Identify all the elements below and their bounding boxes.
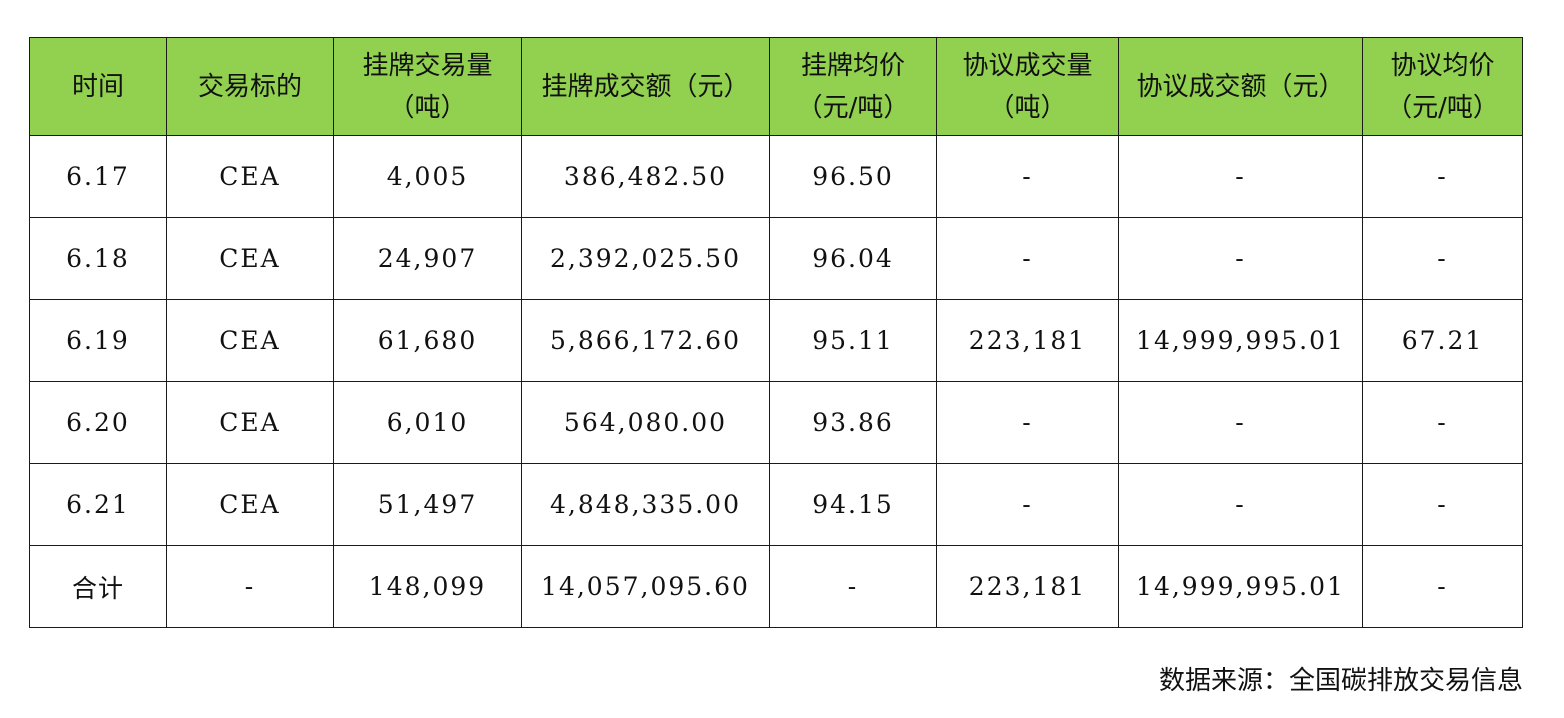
table-total-row: 合计 - 148,099 14,057,095.60 - 223,181 14,…	[29, 545, 1523, 628]
cell-listed-volume: 4,005	[333, 135, 522, 218]
table-row: 6.19 CEA 61,680 5,866,172.60 95.11 223,1…	[29, 299, 1523, 382]
cell-subject: CEA	[166, 299, 334, 382]
cell-agreement-avg-price: -	[1362, 217, 1523, 300]
cell-listed-amount: 14,057,095.60	[521, 545, 770, 628]
cell-agreement-volume: -	[936, 381, 1119, 464]
table-row: 6.18 CEA 24,907 2,392,025.50 96.04 - - -	[29, 217, 1523, 300]
cell-listed-volume: 6,010	[333, 381, 522, 464]
header-listed-volume: 挂牌交易量 （吨）	[333, 37, 522, 136]
cell-time: 6.19	[29, 299, 167, 382]
cell-agreement-avg-price: -	[1362, 545, 1523, 628]
cell-listed-avg-price: 95.11	[769, 299, 937, 382]
cell-listed-volume: 24,907	[333, 217, 522, 300]
cell-time: 6.18	[29, 217, 167, 300]
cell-agreement-amount: 14,999,995.01	[1118, 299, 1363, 382]
cell-agreement-volume: 223,181	[936, 545, 1119, 628]
header-listed-avg-price: 挂牌均价 （元/吨）	[769, 37, 937, 136]
header-subject: 交易标的	[166, 37, 334, 136]
cell-total-label: 合计	[29, 545, 167, 628]
cell-listed-avg-price: 93.86	[769, 381, 937, 464]
cell-subject: CEA	[166, 381, 334, 464]
cell-time: 6.21	[29, 463, 167, 546]
cell-agreement-volume: 223,181	[936, 299, 1119, 382]
cell-subject: CEA	[166, 135, 334, 218]
cell-subject: CEA	[166, 463, 334, 546]
cell-listed-amount: 2,392,025.50	[521, 217, 770, 300]
table-row: 6.21 CEA 51,497 4,848,335.00 94.15 - - -	[29, 463, 1523, 546]
cell-agreement-avg-price: -	[1362, 381, 1523, 464]
cell-listed-avg-price: -	[769, 545, 937, 628]
table-row: 6.20 CEA 6,010 564,080.00 93.86 - - -	[29, 381, 1523, 464]
cell-agreement-volume: -	[936, 217, 1119, 300]
cell-listed-avg-price: 96.04	[769, 217, 937, 300]
table-header-row: 时间 交易标的 挂牌交易量 （吨） 挂牌成交额（元） 挂牌均价 （元/吨） 协议成交…	[29, 37, 1523, 136]
trading-table: 时间 交易标的 挂牌交易量 （吨） 挂牌成交额（元） 挂牌均价 （元/吨） 协议成交…	[29, 37, 1523, 628]
header-agreement-amount: 协议成交额（元）	[1118, 37, 1363, 136]
cell-agreement-volume: -	[936, 135, 1119, 218]
cell-listed-amount: 5,866,172.60	[521, 299, 770, 382]
cell-agreement-amount: -	[1118, 217, 1363, 300]
cell-agreement-avg-price: -	[1362, 463, 1523, 546]
cell-agreement-amount: -	[1118, 381, 1363, 464]
cell-listed-amount: 4,848,335.00	[521, 463, 770, 546]
cell-listed-avg-price: 96.50	[769, 135, 937, 218]
header-agreement-volume: 协议成交量 （吨）	[936, 37, 1119, 136]
cell-time: 6.17	[29, 135, 167, 218]
cell-agreement-amount: -	[1118, 463, 1363, 546]
table-row: 6.17 CEA 4,005 386,482.50 96.50 - - -	[29, 135, 1523, 218]
cell-agreement-amount: -	[1118, 135, 1363, 218]
cell-listed-volume: 61,680	[333, 299, 522, 382]
cell-listed-volume: 51,497	[333, 463, 522, 546]
header-listed-amount: 挂牌成交额（元）	[521, 37, 770, 136]
trading-table-container: 时间 交易标的 挂牌交易量 （吨） 挂牌成交额（元） 挂牌均价 （元/吨） 协议成交…	[29, 37, 1523, 628]
header-time: 时间	[29, 37, 167, 136]
header-agreement-avg-price: 协议均价 （元/吨）	[1362, 37, 1523, 136]
cell-subject: CEA	[166, 217, 334, 300]
cell-listed-avg-price: 94.15	[769, 463, 937, 546]
cell-agreement-avg-price: -	[1362, 135, 1523, 218]
cell-agreement-avg-price: 67.21	[1362, 299, 1523, 382]
data-source-note: 数据来源：全国碳排放交易信息	[1158, 666, 1523, 696]
cell-listed-amount: 564,080.00	[521, 381, 770, 464]
cell-time: 6.20	[29, 381, 167, 464]
cell-listed-amount: 386,482.50	[521, 135, 770, 218]
cell-listed-volume: 148,099	[333, 545, 522, 628]
cell-subject: -	[166, 545, 334, 628]
cell-agreement-volume: -	[936, 463, 1119, 546]
cell-agreement-amount: 14,999,995.01	[1118, 545, 1363, 628]
